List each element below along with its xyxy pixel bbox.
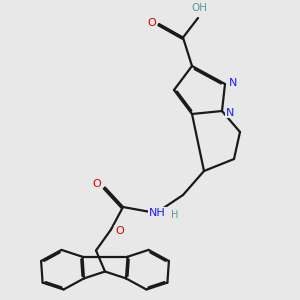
Text: O: O xyxy=(147,17,156,28)
Text: NH: NH xyxy=(149,208,166,218)
Text: N: N xyxy=(226,107,235,118)
Text: O: O xyxy=(115,226,124,236)
Text: H: H xyxy=(171,209,178,220)
Text: OH: OH xyxy=(191,3,208,14)
Text: O: O xyxy=(92,179,101,189)
Text: N: N xyxy=(229,77,238,88)
